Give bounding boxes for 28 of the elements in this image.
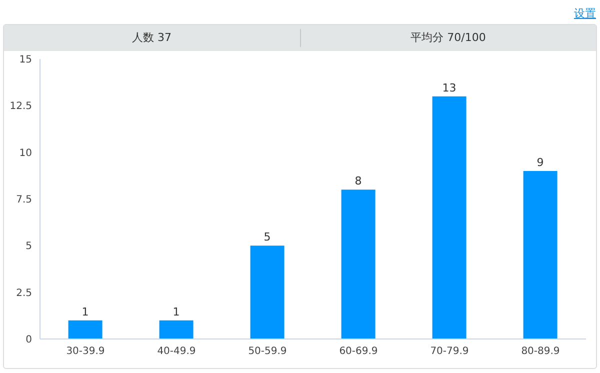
bar (341, 190, 376, 339)
y-tick-label: 0 (26, 334, 32, 346)
x-tick-label: 40-49.9 (157, 346, 196, 358)
y-tick-label: 2.5 (16, 288, 32, 299)
data-label: 9 (536, 156, 544, 169)
x-tick-label: 50-59.9 (248, 346, 287, 358)
y-tick-label: 7.5 (16, 194, 32, 206)
bar (432, 96, 466, 339)
data-label: 1 (82, 305, 89, 318)
text: 人数 37 (131, 30, 172, 46)
data-label: 5 (264, 230, 271, 244)
x-tick-label: 30-39.9 (66, 346, 105, 358)
data-label: 13 (442, 81, 456, 94)
data-label: 1 (172, 305, 180, 318)
x-tick-label: 70-79.9 (430, 346, 469, 358)
x-tick-label: 60-69.9 (339, 346, 378, 358)
y-tick-label: 5 (26, 241, 32, 252)
text: 平均分 70/100 (300, 29, 596, 47)
y-tick-label: 10 (19, 148, 32, 159)
bar (68, 320, 102, 339)
x-tick-label: 80-89.9 (521, 346, 560, 358)
text: 设置 (574, 6, 596, 21)
y-tick-label: 15 (19, 54, 32, 66)
bar (159, 320, 194, 339)
y-tick-label: 12.5 (10, 101, 32, 112)
data-label: 8 (354, 174, 362, 188)
bar (250, 246, 284, 339)
bar (523, 171, 558, 339)
